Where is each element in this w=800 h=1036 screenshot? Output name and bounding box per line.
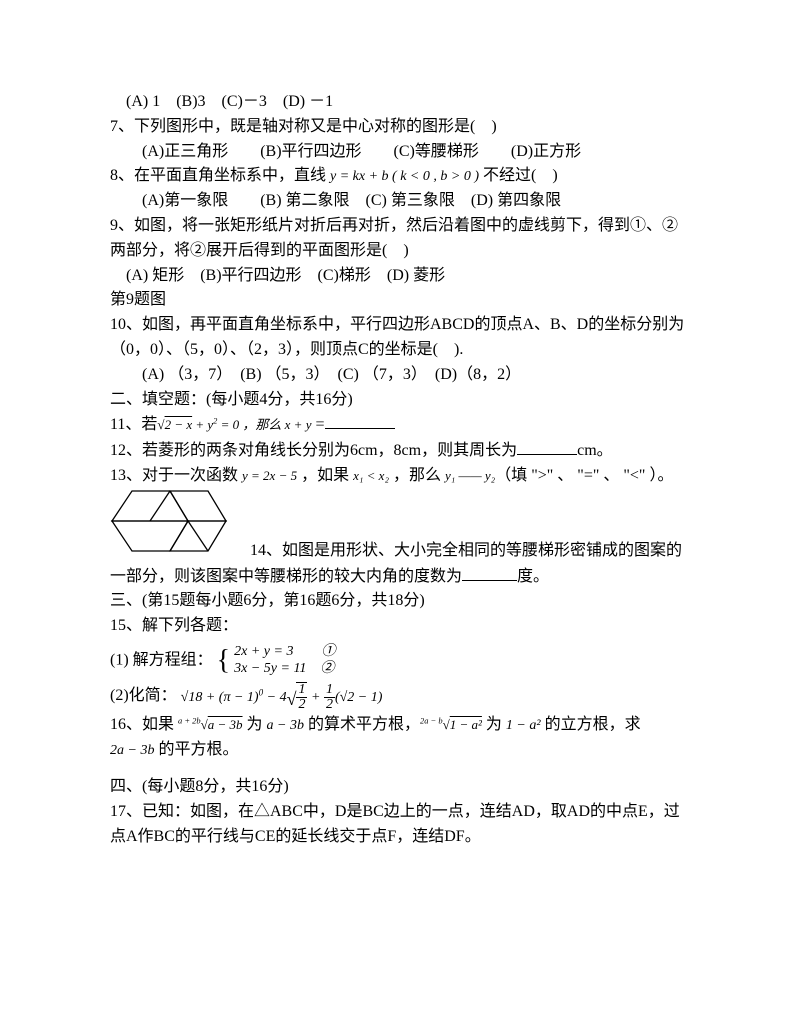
- q10-stem: 10、如图，再平面直角坐标系中，平行四边形ABCD的顶点A、B、D的坐标分别为（…: [110, 313, 690, 363]
- q11-blank: [325, 412, 395, 429]
- q14-end: 度。: [517, 568, 549, 585]
- q16-g: 的平方根。: [154, 741, 238, 758]
- q16-i1: a − 3b: [208, 717, 243, 732]
- q16-i2: 1 − a²: [450, 717, 482, 732]
- q16-t2: 1 − a²: [506, 718, 541, 733]
- q11-end: =: [311, 416, 324, 433]
- q13-b: ，如果: [297, 467, 353, 484]
- q15-heading: 15、解下列各题：: [110, 614, 690, 639]
- q6-options: (A) 1 (B)3 (C)－3 (D) －1: [110, 90, 690, 115]
- q8-text-a: 8、在平面直角坐标系中，直线: [110, 167, 330, 184]
- q15-2-d: (√2 − 1): [335, 690, 382, 705]
- trapezoid-tiling-figure: [110, 489, 240, 564]
- q13-x: x₁ < x₂: [353, 468, 389, 483]
- q16-d: 为: [482, 716, 506, 733]
- q16-r2: 2a − b: [420, 716, 443, 726]
- q15-2-c: +: [307, 690, 323, 705]
- q11-xy: x + y: [285, 417, 312, 432]
- q14-blank: [462, 564, 517, 581]
- q11-a: 11、若: [110, 416, 157, 433]
- q15-1: (1) 解方程组： { 2x + y = 3 ① 3x − 5y = 11 ②: [110, 639, 690, 682]
- q9-figure-label: 第9题图: [110, 288, 690, 313]
- q16-f: 2a − 3b: [110, 743, 154, 758]
- q13-c: ，那么: [389, 467, 445, 484]
- q11: 11、若√2 − x + y2 = 0 ，那么 x + y =: [110, 412, 690, 438]
- q11-mid: + y: [192, 417, 213, 432]
- q7-stem: 7、下列图形中，既是轴对称又是中心对称的图形是( ): [110, 115, 690, 140]
- q17: 17、已知：如图，在△ABC中，D是BC边上的一点，连结AD，取AD的中点E，过…: [110, 800, 690, 850]
- q8-stem: 8、在平面直角坐标系中，直线 y = kx + b ( k < 0 , b > …: [110, 164, 690, 189]
- q16: 16、如果 a + 2b√a − 3b 为 a − 3b 的算术平方根，2a −…: [110, 713, 690, 738]
- q8-math: y = kx + b ( k < 0 , b > 0 ): [330, 169, 479, 184]
- q12-a: 12、若菱形的两条对角线长分别为6cm，8cm，则其周长为: [110, 442, 517, 459]
- q16-line2: 2a − 3b 的平方根。: [110, 738, 690, 763]
- eq1: 2x + y = 3 ①: [234, 644, 335, 661]
- q13-f: y = 2x − 5: [242, 468, 297, 483]
- section2-heading: 二、填空题：(每小题4分，共16分): [110, 388, 690, 413]
- q15-1-system: 2x + y = 3 ① 3x − 5y = 11 ②: [234, 644, 335, 678]
- q15-2-b: − 4: [263, 690, 286, 705]
- q10-options: (A) （3，7） (B) （5，3） (C) （7，3） (D)（8，2）: [110, 363, 690, 388]
- q15-1-label: (1) 解方程组：: [110, 651, 213, 668]
- q15-2: (2)化简： √18 + (π − 1)0 − 4√12 + 12(√2 − 1…: [110, 682, 690, 713]
- q12-blank: [517, 438, 577, 455]
- q16-r1: a + 2b: [178, 716, 201, 726]
- q11-eq: = 0 ，那么: [217, 417, 284, 432]
- q13-a: 13、对于一次函数: [110, 467, 242, 484]
- q7-options: (A)正三角形 (B)平行四边形 (C)等腰梯形 (D)正方形: [110, 140, 690, 165]
- q16-c: 的算术平方根，: [304, 716, 420, 733]
- q16-t1: a − 3b: [267, 718, 304, 733]
- q8-text-b: 不经过( ): [479, 167, 558, 184]
- section3-heading: 三、(第15题每小题6分，第16题6分，共18分): [110, 589, 690, 614]
- q8-options: (A)第一象限 (B) 第二象限 (C) 第三象限 (D) 第四象限: [110, 189, 690, 214]
- q12: 12、若菱形的两条对角线长分别为6cm，8cm，则其周长为 cm。: [110, 438, 690, 464]
- q9-stem: 9、如图，将一张矩形纸片对折后再对折，然后沿着图中的虚线剪下，得到①、②两部分，…: [110, 214, 690, 264]
- q13: 13、对于一次函数 y = 2x − 5 ，如果 x₁ < x₂ ，那么 y₁ …: [110, 464, 690, 489]
- q15-2-a: √18 + (π − 1): [181, 690, 259, 705]
- q13-y: y₁ —— y₂: [445, 468, 495, 483]
- q16-a: 16、如果: [110, 716, 178, 733]
- q11-sqrt: 2 − x: [165, 417, 193, 432]
- q9-options: (A) 矩形 (B)平行四边形 (C)梯形 (D) 菱形: [110, 264, 690, 289]
- q12-end: cm。: [577, 442, 613, 459]
- eq2: 3x − 5y = 11 ②: [234, 661, 335, 678]
- q16-e: 的立方根，求: [541, 716, 641, 733]
- q14: 14、如图是用形状、大小完全相同的等腰梯形密铺成的图案的一部分，则该图案中等腰梯…: [110, 489, 690, 590]
- q13-d: （填 ">" 、 "=" 、 "<" ）。: [495, 467, 673, 484]
- q16-b: 为: [243, 716, 267, 733]
- q15-2-label: (2)化简：: [110, 688, 177, 705]
- section4-heading: 四、(每小题8分，共16分): [110, 775, 690, 800]
